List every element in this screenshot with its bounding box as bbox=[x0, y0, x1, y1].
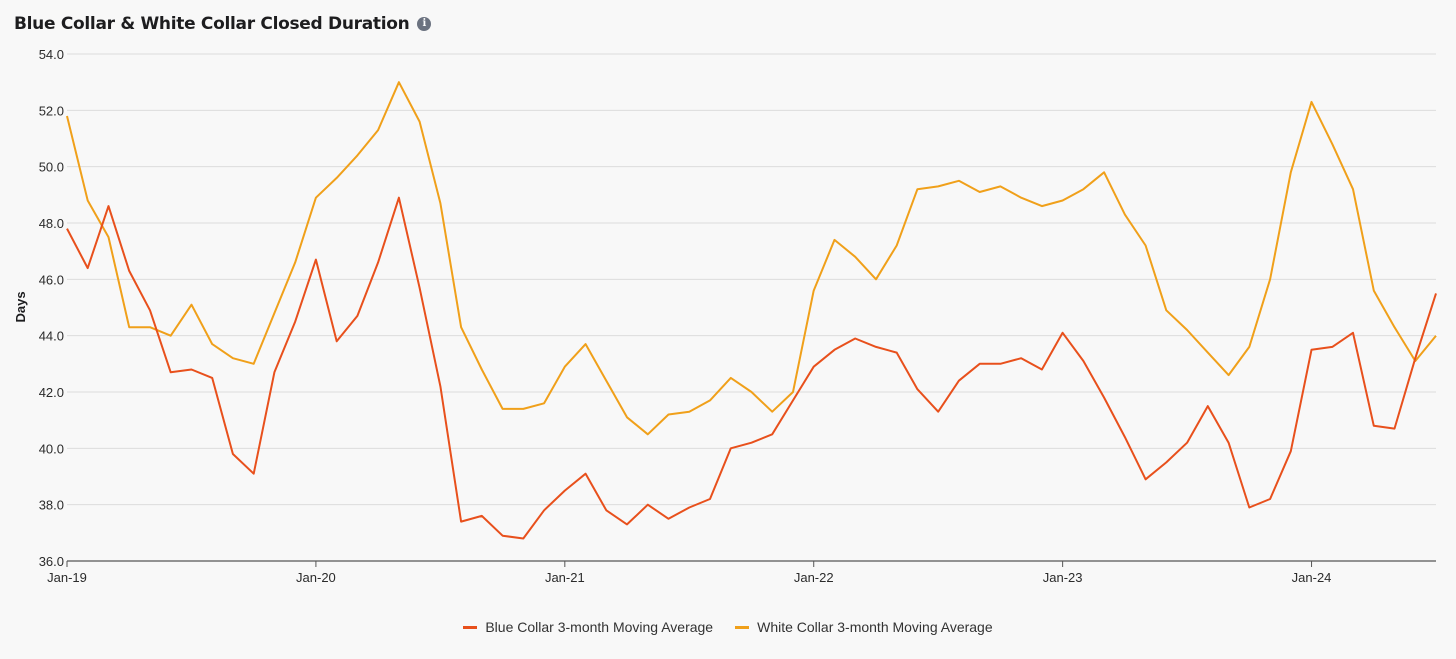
x-tick-label: Jan-20 bbox=[296, 570, 336, 585]
y-tick-label: 40.0 bbox=[39, 441, 64, 456]
x-tick-label: Jan-23 bbox=[1043, 570, 1083, 585]
x-tick-label: Jan-24 bbox=[1292, 570, 1332, 585]
y-tick-label: 42.0 bbox=[39, 385, 64, 400]
y-tick-label: 54.0 bbox=[39, 47, 64, 62]
legend-item-blue-collar[interactable]: Blue Collar 3-month Moving Average bbox=[463, 619, 713, 635]
legend-label-white-collar: White Collar 3-month Moving Average bbox=[757, 619, 993, 635]
x-tick-label: Jan-21 bbox=[545, 570, 585, 585]
y-tick-label: 44.0 bbox=[39, 329, 64, 344]
y-tick-label: 46.0 bbox=[39, 272, 64, 287]
legend-item-white-collar[interactable]: White Collar 3-month Moving Average bbox=[735, 619, 993, 635]
x-tick-label: Jan-19 bbox=[47, 570, 87, 585]
y-tick-label: 48.0 bbox=[39, 216, 64, 231]
chart-title: Blue Collar & White Collar Closed Durati… bbox=[14, 14, 410, 34]
y-axis-label: Days bbox=[13, 291, 28, 322]
series-lines bbox=[66, 81, 1437, 540]
y-axis-ticks: 36.0 38.0 40.0 42.0 44.0 46.0 48.0 50.0 52.0 54.0 bbox=[39, 47, 64, 569]
grid-lines bbox=[67, 53, 1436, 562]
y-tick-label: 38.0 bbox=[39, 498, 64, 513]
legend: Blue Collar 3-month Moving Average White… bbox=[0, 619, 1456, 635]
legend-swatch-white-collar bbox=[735, 625, 750, 629]
y-tick-label: 36.0 bbox=[39, 554, 64, 569]
white-collar-line bbox=[66, 81, 1437, 436]
y-tick-label: 50.0 bbox=[39, 160, 64, 175]
x-axis-ticks: Jan-19 Jan-20 Jan-21 Jan-22 Jan-23 Jan-24 bbox=[47, 561, 1331, 585]
blue-collar-line bbox=[66, 196, 1437, 540]
chart-header: Blue Collar & White Collar Closed Durati… bbox=[14, 14, 432, 34]
info-icon[interactable]: i bbox=[417, 17, 432, 31]
legend-swatch-blue-collar bbox=[463, 625, 478, 629]
y-tick-label: 52.0 bbox=[39, 103, 64, 118]
legend-label-blue-collar: Blue Collar 3-month Moving Average bbox=[485, 619, 714, 635]
x-tick-label: Jan-22 bbox=[794, 570, 834, 585]
